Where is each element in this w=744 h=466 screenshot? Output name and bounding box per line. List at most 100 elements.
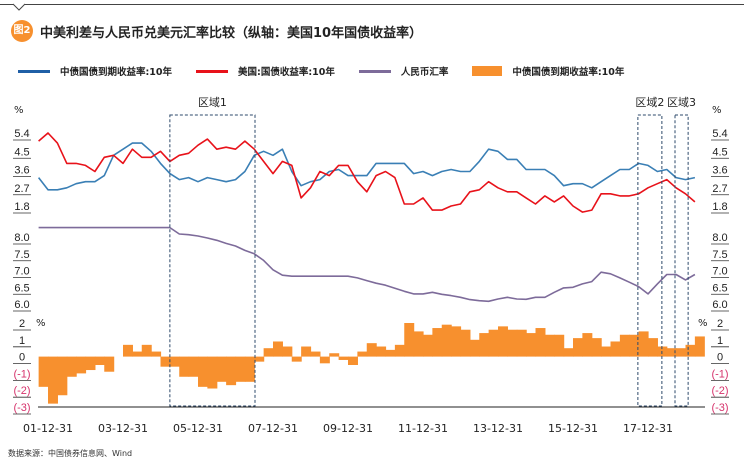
y-tick-label-yields-left: 3.6 (14, 165, 29, 177)
spread-bar (554, 334, 565, 357)
spread-bar (685, 344, 696, 357)
spread-bar (57, 356, 68, 396)
y-tick-label-spread-left: 0 (19, 352, 25, 364)
spread-bar (348, 356, 358, 365)
y-tick-label-spread-left: 1 (19, 335, 25, 347)
x-tick-label: 05-12-31 (173, 422, 223, 435)
y-tick-label-fx-left: 6.0 (14, 299, 29, 311)
x-tick-label: 11-12-31 (398, 422, 448, 435)
spread-bar (544, 334, 555, 357)
spread-bar (357, 351, 368, 357)
spread-bar (385, 349, 396, 357)
spread-bar (179, 356, 190, 377)
spread-bar (563, 348, 574, 357)
spread-bar (423, 334, 433, 357)
y-tick-label-spread-left: (-2) (13, 385, 30, 397)
spread-bar (76, 356, 87, 374)
chart-title: 中美利差与人民币兑美元汇率比较（纵轴：美国10年国债收益率） (40, 26, 423, 41)
spread-bar (573, 338, 583, 357)
spread-bar (619, 334, 630, 357)
spread-bar (460, 329, 471, 357)
spread-bar (535, 328, 546, 357)
spread-bar (507, 329, 518, 357)
spread-bar (648, 338, 658, 357)
notch-icon (12, 3, 26, 11)
unit-label-left: % (36, 318, 46, 329)
region-box-2 (637, 114, 663, 407)
region-box-1 (169, 114, 256, 407)
unit-label-left: % (14, 105, 24, 116)
spread-bar (629, 334, 640, 357)
unit-label-right: % (698, 318, 708, 329)
x-tick-label: 03-12-31 (98, 422, 148, 435)
spread-bar (591, 338, 602, 357)
y-tick-label-yields-left: 5.4 (14, 128, 29, 140)
spread-bar (432, 328, 443, 357)
spread-bar (85, 356, 96, 371)
y-tick-label-fx-right: 6.5 (712, 282, 727, 294)
spread-bar (301, 346, 312, 357)
spread-bar (160, 356, 171, 367)
spread-bar (394, 344, 405, 357)
y-tick-label-yields-left: 4.5 (14, 146, 29, 158)
spread-bar (66, 356, 77, 377)
y-tick-label-spread-left: (-3) (13, 402, 30, 414)
y-tick-label-spread-right: (-1) (711, 368, 728, 380)
spread-bar (94, 356, 105, 365)
spread-bar (666, 348, 677, 357)
series-line-us-yield (38, 132, 696, 213)
x-tick-label: 13-12-31 (473, 422, 523, 435)
y-tick-label-yields-left: 2.7 (14, 183, 29, 195)
spread-bar (498, 326, 508, 357)
spread-bar (469, 339, 480, 357)
x-tick-label: 17-12-31 (623, 422, 673, 435)
y-tick-label-fx-left: 7.0 (14, 266, 29, 278)
legend: 中债国债到期收益率:10年 美国:国债收益率:10年 人民币汇率 中债国债到期收… (18, 64, 648, 78)
spread-bar (329, 353, 340, 357)
y-tick-label-yields-right: 3.6 (712, 165, 727, 177)
y-tick-label-fx-right: 7.5 (712, 249, 727, 261)
spread-bar (273, 341, 283, 357)
y-tick-label-spread-right: (-3) (711, 402, 728, 414)
y-tick-label-spread-right: 1 (717, 335, 723, 347)
region-label-2: 区域2 (635, 96, 664, 109)
y-tick-label-spread-right: 0 (717, 352, 723, 364)
spread-bar (282, 346, 293, 357)
spread-bar (376, 346, 387, 357)
spread-bar (151, 351, 162, 357)
region-label-1: 区域1 (198, 96, 227, 109)
spread-bar (254, 356, 265, 362)
header-rule (0, 4, 744, 5)
y-tick-label-yields-right: 2.7 (712, 183, 727, 195)
spread-bar (291, 356, 302, 362)
spread-bar (169, 356, 180, 367)
x-tick-label: 15-12-31 (548, 422, 598, 435)
region-label-3: 区域3 (667, 96, 696, 109)
spread-bar (207, 356, 218, 389)
spread-bar (479, 333, 490, 357)
spread-bar (132, 351, 143, 357)
y-tick-label-spread-right: 2 (717, 318, 723, 330)
legend-item-spread: 中债国债到期收益率:10年 (472, 64, 624, 78)
source-note: 数据来源：中国债券信息网、Wind (8, 449, 133, 458)
spread-bar (38, 356, 49, 387)
spread-bar (216, 356, 227, 382)
spread-bar (441, 324, 452, 357)
series-line-cny-fx (38, 226, 696, 303)
legend-item-us: 美国:国债收益率:10年 (196, 64, 335, 78)
spread-bar (244, 356, 255, 382)
y-tick-label-yields-right: 5.4 (712, 128, 727, 140)
series-line-china-yield (37, 142, 696, 191)
spread-bar (676, 348, 687, 357)
spread-bar (198, 356, 208, 387)
spread-bar (694, 336, 705, 357)
spread-bar (638, 331, 649, 357)
y-tick-label-yields-right: 1.8 (712, 201, 727, 213)
y-tick-label-fx-right: 7.0 (712, 266, 727, 278)
y-tick-label-fx-left: 6.5 (14, 282, 29, 294)
spread-bar (263, 348, 274, 357)
y-tick-label-spread-right: (-2) (711, 385, 728, 397)
spread-bar (516, 329, 527, 357)
spread-bar (451, 326, 462, 357)
